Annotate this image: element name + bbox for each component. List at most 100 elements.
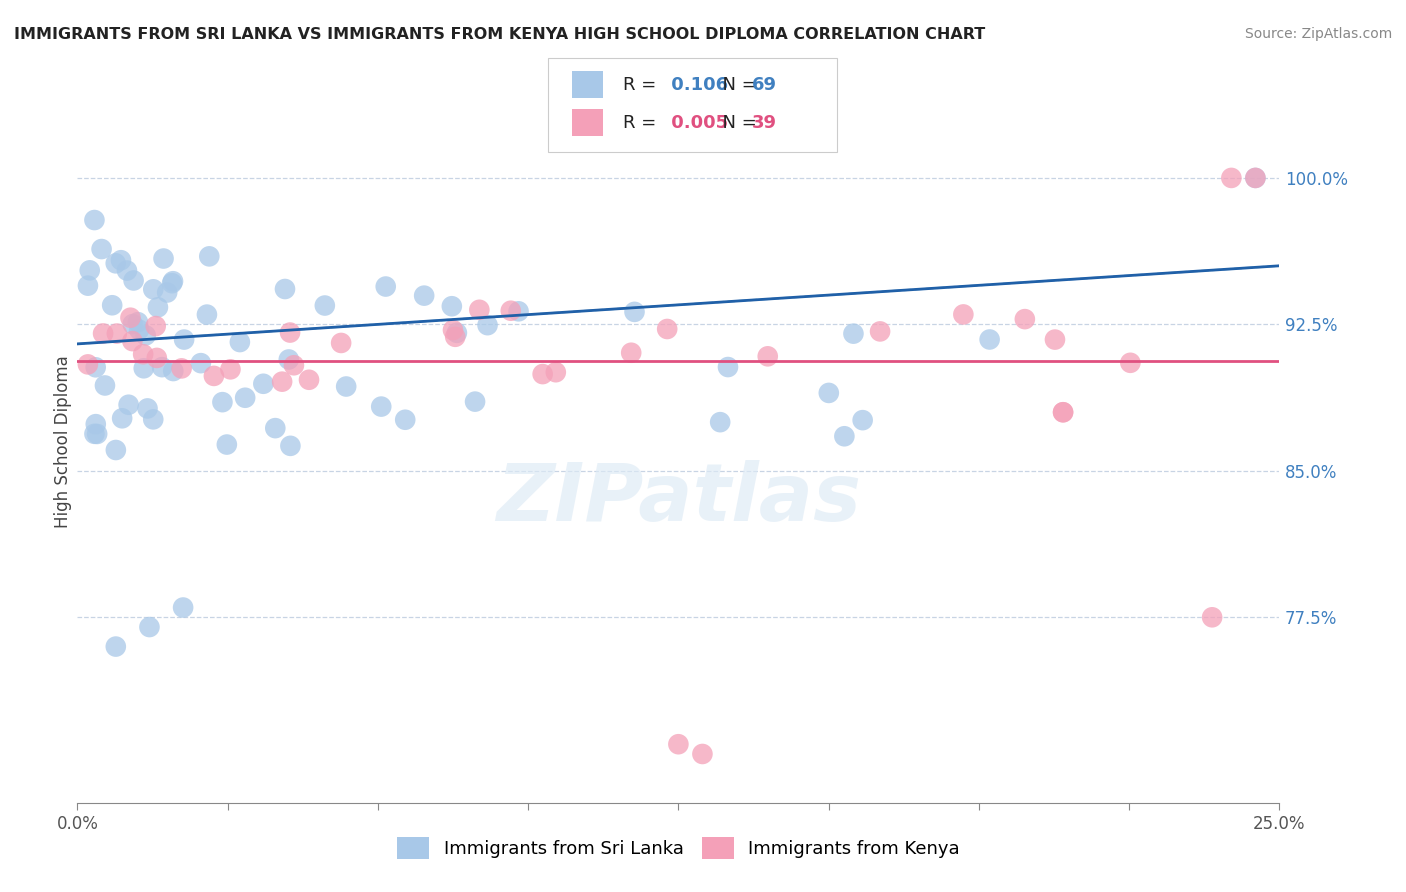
Point [335, 379, 357, 393]
Y-axis label: High School Diploma: High School Diploma [53, 355, 72, 528]
Point [1201, 610, 1223, 624]
Point [229, 334, 252, 349]
Text: Source: ZipAtlas.com: Source: ZipAtlas.com [1244, 27, 1392, 41]
Point [132, 361, 155, 376]
Point [544, 365, 567, 379]
Point [620, 345, 643, 359]
Point [709, 415, 731, 429]
Text: IMMIGRANTS FROM SRI LANKA VS IMMIGRANTS FROM KENYA HIGH SCHOOL DIPLOMA CORRELATI: IMMIGRANTS FROM SRI LANKA VS IMMIGRANTS … [14, 27, 986, 42]
Point [464, 394, 486, 409]
Point [111, 411, 134, 425]
Legend: Immigrants from Sri Lanka, Immigrants from Kenya: Immigrants from Sri Lanka, Immigrants fr… [389, 830, 967, 866]
Point [173, 333, 195, 347]
Point [145, 319, 167, 334]
Point [150, 360, 173, 375]
Point [298, 373, 321, 387]
Point [101, 298, 124, 312]
Point [330, 335, 353, 350]
Point [623, 305, 645, 319]
Point [128, 323, 150, 337]
Point [278, 326, 301, 340]
Point [233, 391, 256, 405]
Text: R =: R = [623, 76, 662, 94]
Point [370, 400, 392, 414]
Point [77, 278, 100, 293]
Point [1244, 170, 1267, 185]
Point [508, 304, 530, 318]
Point [1244, 170, 1267, 185]
Point [83, 426, 105, 441]
Point [374, 279, 396, 293]
Point [121, 334, 143, 348]
Point [440, 299, 463, 313]
Point [441, 323, 464, 337]
Point [142, 412, 165, 426]
Point [138, 620, 160, 634]
Point [142, 282, 165, 296]
Point [499, 303, 522, 318]
Point [952, 307, 974, 321]
Point [1014, 312, 1036, 326]
Point [1052, 405, 1074, 419]
Point [156, 285, 179, 300]
Text: 0.005: 0.005 [665, 114, 728, 132]
Point [121, 317, 143, 331]
Point [274, 282, 297, 296]
Point [162, 274, 184, 288]
Point [314, 299, 336, 313]
Point [756, 349, 779, 363]
Point [852, 413, 875, 427]
Text: 39: 39 [752, 114, 778, 132]
Point [280, 439, 302, 453]
Point [195, 308, 218, 322]
Text: ZIPatlas: ZIPatlas [496, 460, 860, 539]
Text: N =: N = [711, 76, 763, 94]
Text: N =: N = [711, 114, 763, 132]
Text: 69: 69 [752, 76, 778, 94]
Point [979, 333, 1001, 347]
Point [136, 401, 159, 416]
Point [117, 398, 139, 412]
Point [817, 385, 839, 400]
Point [477, 318, 499, 333]
Point [271, 375, 294, 389]
Point [215, 437, 238, 451]
Point [172, 600, 194, 615]
Point [79, 263, 101, 277]
Point [468, 302, 491, 317]
Point [717, 359, 740, 374]
Point [105, 326, 128, 341]
Point [283, 358, 305, 372]
Point [834, 429, 856, 443]
Text: 0.106: 0.106 [665, 76, 728, 94]
Point [444, 330, 467, 344]
Point [120, 310, 142, 325]
Point [264, 421, 287, 435]
Point [211, 395, 233, 409]
Point [86, 426, 108, 441]
Point [657, 322, 679, 336]
Point [446, 326, 468, 340]
Point [1043, 333, 1066, 347]
Point [198, 249, 221, 263]
Point [94, 378, 117, 392]
Point [115, 263, 138, 277]
Text: R =: R = [623, 114, 662, 132]
Point [531, 367, 554, 381]
Point [869, 325, 891, 339]
Point [90, 242, 112, 256]
Point [202, 368, 225, 383]
Point [668, 737, 690, 751]
Point [84, 360, 107, 375]
Point [842, 326, 865, 341]
Point [1052, 405, 1074, 419]
Point [91, 326, 114, 341]
Point [190, 356, 212, 370]
Point [83, 213, 105, 227]
Point [219, 362, 242, 376]
Point [122, 273, 145, 287]
Point [252, 376, 274, 391]
Point [127, 315, 149, 329]
Point [104, 256, 127, 270]
Point [104, 640, 127, 654]
